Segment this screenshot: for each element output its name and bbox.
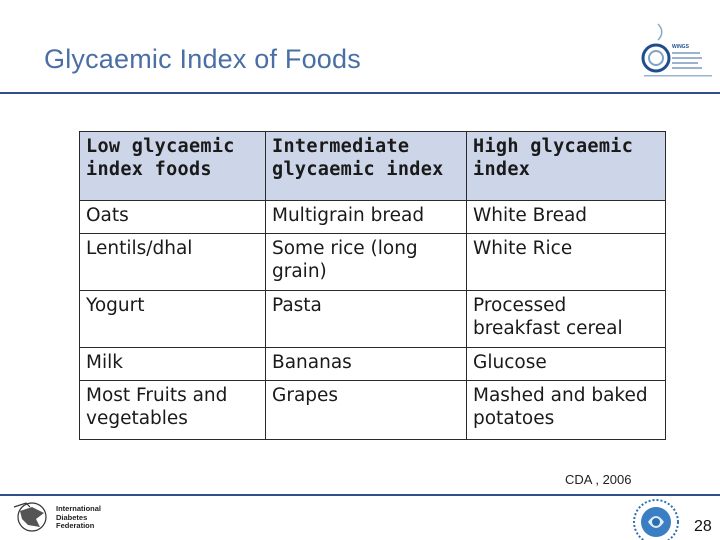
header-high-gi: High glycaemic index — [466, 131, 666, 201]
wings-logo-text: WiNGS — [672, 44, 690, 50]
table-row: Yogurt Pasta Processed breakfast cereal — [79, 290, 666, 348]
table-row: Oats Multigrain bread White Bread — [79, 200, 666, 234]
idf-text-line: International — [56, 504, 102, 513]
idf-logo-icon — [13, 502, 47, 532]
table-cell: Multigrain bread — [265, 200, 467, 234]
glycaemic-index-table: Low glycaemic index foods Intermediate g… — [79, 131, 666, 440]
footer-divider — [0, 494, 720, 496]
title-divider — [0, 92, 720, 94]
table-cell: Mashed and baked potatoes — [466, 380, 666, 440]
table-row: Lentils/dhal Some rice (long grain) Whit… — [79, 233, 666, 291]
idf-logo-text: International Diabetes Federation — [56, 504, 102, 531]
table-cell: Some rice (long grain) — [265, 233, 467, 291]
table-cell: Grapes — [265, 380, 467, 440]
world-diabetes-day-icon — [633, 499, 679, 540]
table-header-row: Low glycaemic index foods Intermediate g… — [79, 131, 666, 201]
table-cell: Processed breakfast cereal — [466, 290, 666, 348]
table-cell: Pasta — [265, 290, 467, 348]
page-number: 28 — [694, 518, 712, 535]
table-cell: White Bread — [466, 200, 666, 234]
header-intermediate-gi: Intermediate glycaemic index — [265, 131, 467, 201]
slide-title: Glycaemic Index of Foods — [44, 44, 361, 74]
idf-text-line: Diabetes — [56, 512, 88, 522]
header-low-gi: Low glycaemic index foods — [79, 131, 266, 201]
table-row: Most Fruits and vegetables Grapes Mashed… — [79, 380, 666, 440]
source-citation: CDA , 2006 — [565, 472, 632, 487]
idf-text-line: Federation — [56, 521, 95, 530]
wings-logo: WiNGS — [641, 23, 712, 77]
table-cell: Most Fruits and vegetables — [79, 380, 266, 440]
table-cell: Yogurt — [79, 290, 266, 348]
table-cell: Bananas — [265, 347, 467, 381]
table-cell: Milk — [79, 347, 266, 381]
table-cell: Lentils/dhal — [79, 233, 266, 291]
table-row: Milk Bananas Glucose — [79, 347, 666, 381]
table-cell: White Rice — [466, 233, 666, 291]
table-cell: Glucose — [466, 347, 666, 381]
table-cell: Oats — [79, 200, 266, 234]
